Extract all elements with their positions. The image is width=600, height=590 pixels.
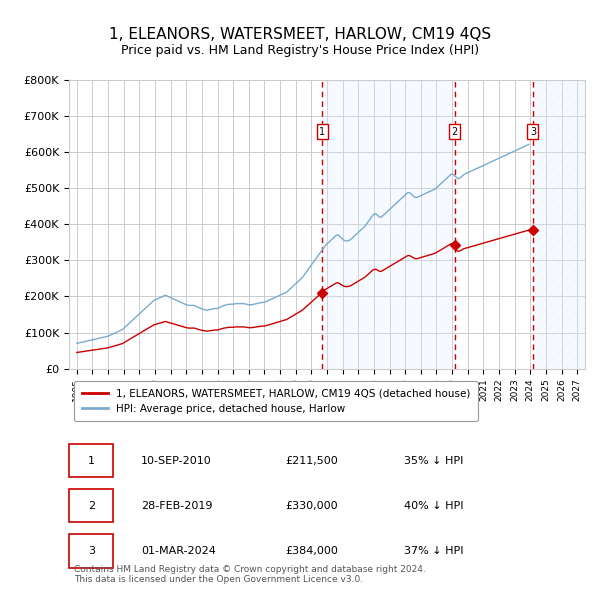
Text: 1, ELEANORS, WATERSMEET, HARLOW, CM19 4QS: 1, ELEANORS, WATERSMEET, HARLOW, CM19 4Q… [109, 27, 491, 41]
Text: 2: 2 [88, 501, 95, 511]
Text: 1: 1 [319, 127, 325, 137]
Text: 28-FEB-2019: 28-FEB-2019 [141, 501, 213, 511]
Text: Price paid vs. HM Land Registry's House Price Index (HPI): Price paid vs. HM Land Registry's House … [121, 44, 479, 57]
Text: 01-MAR-2024: 01-MAR-2024 [141, 546, 216, 556]
Text: 3: 3 [88, 546, 95, 556]
FancyBboxPatch shape [69, 535, 113, 568]
Text: 1: 1 [88, 455, 95, 466]
Text: 2: 2 [452, 127, 458, 137]
Text: 10-SEP-2010: 10-SEP-2010 [141, 455, 212, 466]
Text: Contains HM Land Registry data © Crown copyright and database right 2024.
This d: Contains HM Land Registry data © Crown c… [74, 565, 426, 584]
Text: 3: 3 [530, 127, 536, 137]
FancyBboxPatch shape [69, 489, 113, 522]
Bar [322, 80, 455, 369]
FancyBboxPatch shape [69, 444, 113, 477]
Text: 35% ↓ HPI: 35% ↓ HPI [404, 455, 464, 466]
Bar [533, 80, 585, 369]
Text: 37% ↓ HPI: 37% ↓ HPI [404, 546, 464, 556]
Text: £211,500: £211,500 [286, 455, 338, 466]
Text: £330,000: £330,000 [286, 501, 338, 511]
Legend: 1, ELEANORS, WATERSMEET, HARLOW, CM19 4QS (detached house), HPI: Average price, : 1, ELEANORS, WATERSMEET, HARLOW, CM19 4Q… [74, 381, 478, 421]
Text: 40% ↓ HPI: 40% ↓ HPI [404, 501, 464, 511]
Text: £384,000: £384,000 [286, 546, 338, 556]
